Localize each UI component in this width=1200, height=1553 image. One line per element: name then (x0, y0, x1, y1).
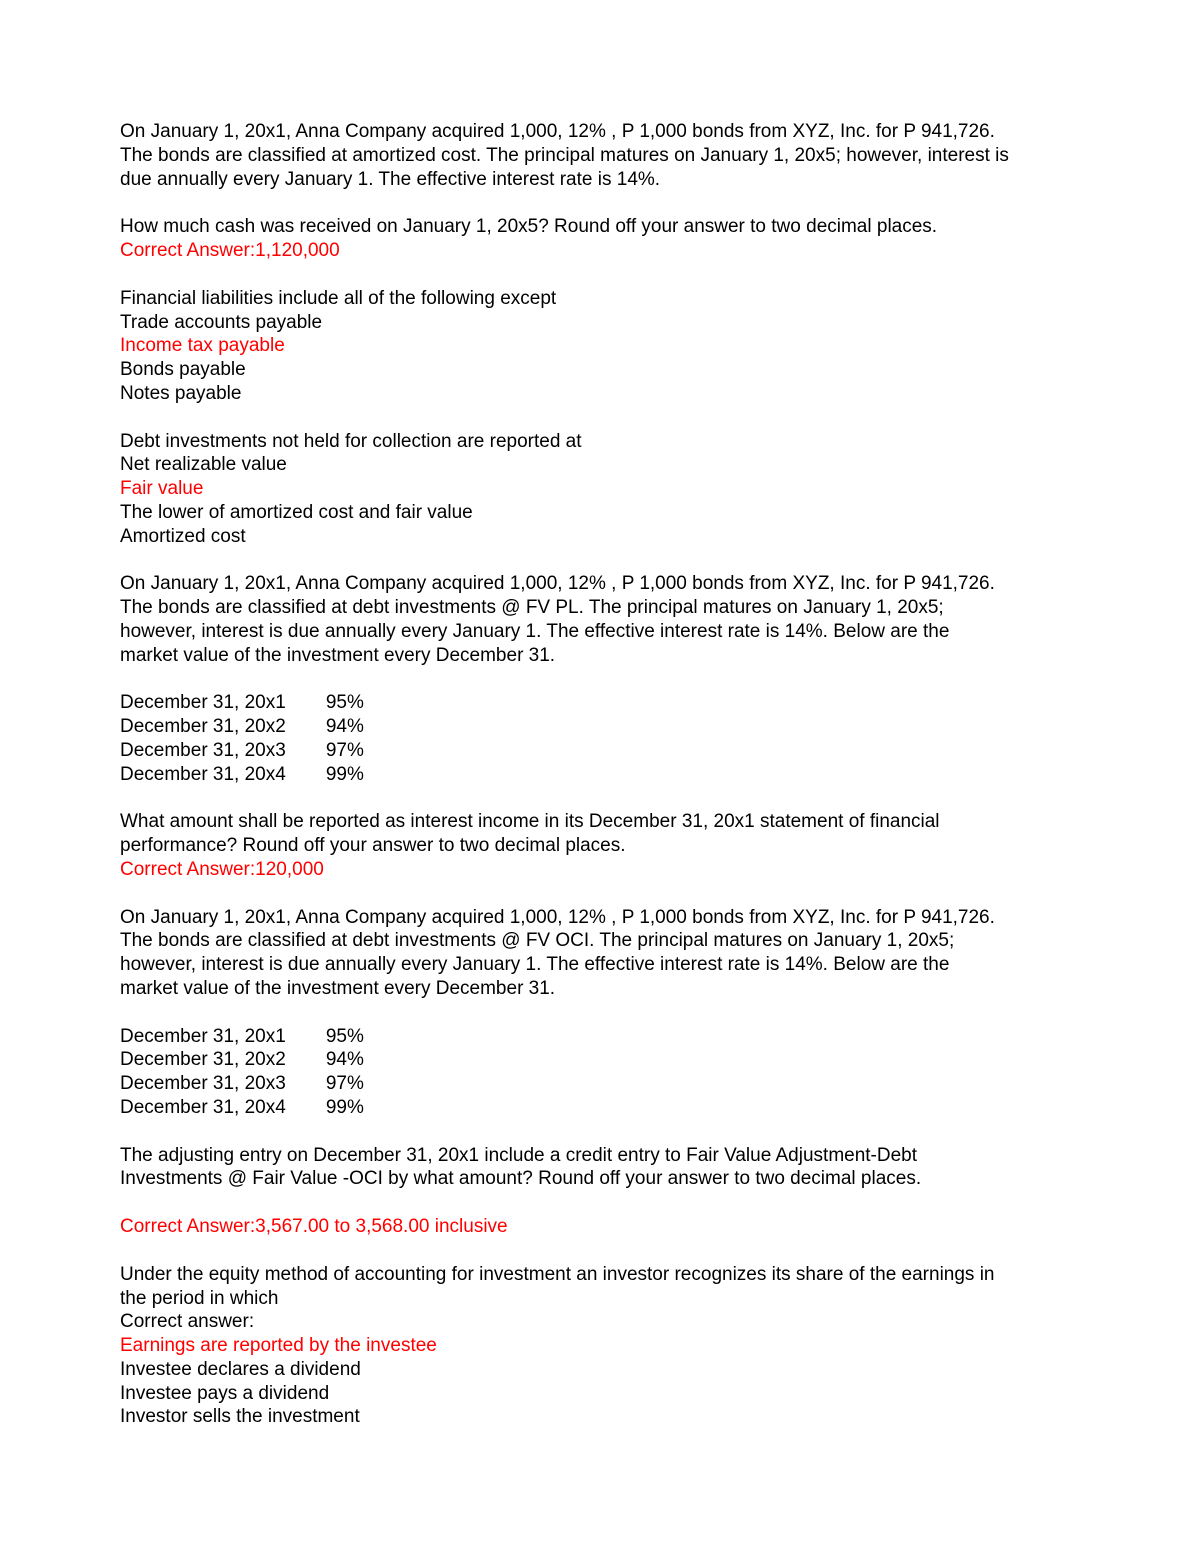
q4-prompt-line: however, interest is due annually every … (120, 620, 1080, 644)
q2-option: Bonds payable (120, 358, 1080, 382)
table-row: December 31, 20x2 94% (120, 1048, 364, 1072)
q1-correct-answer: Correct Answer:1,120,000 (120, 239, 1080, 263)
q6-correct-label: Correct answer: (120, 1310, 1080, 1334)
q2-option-correct: Income tax payable (120, 334, 1080, 358)
q5-question-line: Investments @ Fair Value -OCI by what am… (120, 1167, 1080, 1191)
q6-option: Investee declares a dividend (120, 1358, 1080, 1382)
mv-date: December 31, 20x4 (120, 1096, 326, 1120)
q5-prompt-line: The bonds are classified at debt investm… (120, 929, 1080, 953)
q1-prompt: On January 1, 20x1, Anna Company acquire… (120, 120, 1080, 191)
mv-value: 99% (326, 1096, 364, 1120)
mv-value: 95% (326, 1025, 364, 1049)
mv-date: December 31, 20x4 (120, 763, 326, 787)
q6-option: Investee pays a dividend (120, 1382, 1080, 1406)
table-row: December 31, 20x1 95% (120, 1025, 364, 1049)
q2-block: Financial liabilities include all of the… (120, 287, 1080, 406)
table-row: December 31, 20x2 94% (120, 715, 364, 739)
table-row: December 31, 20x3 97% (120, 739, 364, 763)
q5-question-line: The adjusting entry on December 31, 20x1… (120, 1144, 1080, 1168)
q1-question: How much cash was received on January 1,… (120, 215, 1080, 239)
q3-option: Net realizable value (120, 453, 1080, 477)
table-row: December 31, 20x1 95% (120, 691, 364, 715)
q4-market-value-table: December 31, 20x1 95% December 31, 20x2 … (120, 691, 364, 786)
q5-prompt-line: market value of the investment every Dec… (120, 977, 1080, 1001)
q6-option-correct: Earnings are reported by the investee (120, 1334, 1080, 1358)
q2-option: Trade accounts payable (120, 311, 1080, 335)
q5-question-block: The adjusting entry on December 31, 20x1… (120, 1144, 1080, 1192)
q2-stem: Financial liabilities include all of the… (120, 287, 1080, 311)
mv-date: December 31, 20x3 (120, 1072, 326, 1096)
mv-date: December 31, 20x1 (120, 1025, 326, 1049)
q4-question-block: What amount shall be reported as interes… (120, 810, 1080, 881)
mv-date: December 31, 20x2 (120, 715, 326, 739)
q4-prompt: On January 1, 20x1, Anna Company acquire… (120, 572, 1080, 667)
q2-option: Notes payable (120, 382, 1080, 406)
q4-prompt-line: market value of the investment every Dec… (120, 644, 1080, 668)
q5-answer-block: Correct Answer:3,567.00 to 3,568.00 incl… (120, 1215, 1080, 1239)
mv-date: December 31, 20x3 (120, 739, 326, 763)
table-row: December 31, 20x4 99% (120, 1096, 364, 1120)
q5-prompt-line: however, interest is due annually every … (120, 953, 1080, 977)
mv-value: 94% (326, 715, 364, 739)
mv-value: 97% (326, 1072, 364, 1096)
q6-stem-line: the period in which (120, 1287, 1080, 1311)
mv-value: 99% (326, 763, 364, 787)
mv-value: 97% (326, 739, 364, 763)
q3-block: Debt investments not held for collection… (120, 430, 1080, 549)
q4-question-line: What amount shall be reported as interes… (120, 810, 1080, 834)
table-row: December 31, 20x4 99% (120, 763, 364, 787)
mv-value: 95% (326, 691, 364, 715)
q5-prompt: On January 1, 20x1, Anna Company acquire… (120, 906, 1080, 1001)
table-row: December 31, 20x3 97% (120, 1072, 364, 1096)
q4-correct-answer: Correct Answer:120,000 (120, 858, 1080, 882)
q4-prompt-line: The bonds are classified at debt investm… (120, 596, 1080, 620)
q1-prompt-line: due annually every January 1. The effect… (120, 168, 1080, 192)
q5-correct-answer: Correct Answer:3,567.00 to 3,568.00 incl… (120, 1215, 1080, 1239)
q4-prompt-line: On January 1, 20x1, Anna Company acquire… (120, 572, 1080, 596)
q3-option: The lower of amortized cost and fair val… (120, 501, 1080, 525)
q3-stem: Debt investments not held for collection… (120, 430, 1080, 454)
document-page: On January 1, 20x1, Anna Company acquire… (0, 0, 1200, 1553)
q3-option: Amortized cost (120, 525, 1080, 549)
q6-option: Investor sells the investment (120, 1405, 1080, 1429)
q4-question-line: performance? Round off your answer to tw… (120, 834, 1080, 858)
q5-market-value-table: December 31, 20x1 95% December 31, 20x2 … (120, 1025, 364, 1120)
q6-block: Under the equity method of accounting fo… (120, 1263, 1080, 1429)
q5-prompt-line: On January 1, 20x1, Anna Company acquire… (120, 906, 1080, 930)
q1-prompt-line: On January 1, 20x1, Anna Company acquire… (120, 120, 1080, 144)
mv-date: December 31, 20x1 (120, 691, 326, 715)
q1-question-block: How much cash was received on January 1,… (120, 215, 1080, 263)
q6-stem-line: Under the equity method of accounting fo… (120, 1263, 1080, 1287)
mv-value: 94% (326, 1048, 364, 1072)
q1-prompt-line: The bonds are classified at amortized co… (120, 144, 1080, 168)
q3-option-correct: Fair value (120, 477, 1080, 501)
mv-date: December 31, 20x2 (120, 1048, 326, 1072)
